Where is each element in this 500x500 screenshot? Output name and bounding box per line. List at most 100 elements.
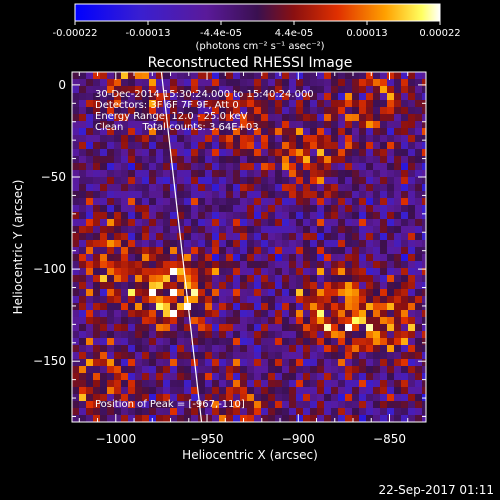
heatmap-cell — [100, 380, 107, 387]
heatmap-cell — [198, 72, 205, 79]
heatmap-cell — [212, 380, 219, 387]
heatmap-cell — [387, 380, 394, 387]
heatmap-cell — [338, 72, 345, 79]
heatmap-cell — [107, 142, 114, 149]
heatmap-cell — [387, 366, 394, 373]
heatmap-cell — [114, 163, 121, 170]
heatmap-cell — [226, 282, 233, 289]
heatmap-cell — [366, 79, 373, 86]
heatmap-cell — [212, 149, 219, 156]
heatmap-cell — [247, 240, 254, 247]
heatmap-cell — [184, 226, 191, 233]
heatmap-cell — [198, 303, 205, 310]
heatmap-cell — [422, 282, 426, 289]
heatmap-cell — [324, 352, 331, 359]
heatmap-cell — [289, 247, 296, 254]
heatmap-cell — [163, 352, 170, 359]
heatmap-cell — [373, 345, 380, 352]
heatmap-cell — [149, 296, 156, 303]
heatmap-cell — [100, 254, 107, 261]
heatmap-cell — [275, 331, 282, 338]
heatmap-cell — [310, 366, 317, 373]
heatmap-cell — [352, 233, 359, 240]
heatmap-cell — [72, 282, 79, 289]
heatmap-cell — [296, 387, 303, 394]
heatmap-cell — [324, 114, 331, 121]
heatmap-cell — [401, 380, 408, 387]
heatmap-cell — [205, 303, 212, 310]
heatmap-cell — [114, 282, 121, 289]
heatmap-cell — [163, 338, 170, 345]
heatmap-cell — [247, 184, 254, 191]
heatmap-cell — [240, 163, 247, 170]
heatmap-cell — [324, 415, 331, 422]
heatmap-cell — [114, 100, 121, 107]
heatmap-cell — [233, 240, 240, 247]
heatmap-cell — [142, 268, 149, 275]
heatmap-cell — [247, 296, 254, 303]
heatmap-cell — [121, 233, 128, 240]
heatmap-cell — [317, 163, 324, 170]
heatmap-cell — [268, 79, 275, 86]
heatmap-cell — [324, 135, 331, 142]
heatmap-cell — [163, 261, 170, 268]
heatmap-cell — [338, 205, 345, 212]
heatmap-cell — [366, 121, 373, 128]
heatmap-cell — [282, 275, 289, 282]
heatmap-cell — [380, 233, 387, 240]
heatmap-cell — [387, 324, 394, 331]
heatmap-cell — [289, 100, 296, 107]
heatmap-cell — [212, 254, 219, 261]
heatmap-cell — [240, 170, 247, 177]
heatmap-cell — [100, 359, 107, 366]
heatmap-cell — [317, 177, 324, 184]
heatmap-cell — [170, 86, 177, 93]
heatmap-cell — [86, 156, 93, 163]
heatmap-cell — [107, 72, 114, 79]
heatmap-cell — [401, 324, 408, 331]
heatmap-cell — [142, 205, 149, 212]
heatmap-cell — [275, 233, 282, 240]
heatmap-cell — [177, 303, 184, 310]
heatmap-cell — [212, 408, 219, 415]
heatmap-cell — [177, 282, 184, 289]
heatmap-cell — [275, 345, 282, 352]
heatmap-cell — [422, 338, 426, 345]
heatmap-cell — [79, 282, 86, 289]
heatmap-cell — [254, 275, 261, 282]
heatmap-cell — [268, 289, 275, 296]
heatmap-cell — [415, 212, 422, 219]
heatmap-cell — [373, 86, 380, 93]
heatmap-cell — [310, 254, 317, 261]
heatmap-cell — [135, 114, 142, 121]
heatmap-cell — [373, 359, 380, 366]
heatmap-cell — [121, 345, 128, 352]
heatmap-cell — [240, 366, 247, 373]
heatmap-cell — [93, 163, 100, 170]
heatmap-cell — [338, 163, 345, 170]
heatmap-cell — [121, 72, 128, 79]
heatmap-cell — [177, 352, 184, 359]
heatmap-cell — [310, 163, 317, 170]
info-line-energy: Energy Range: 12.0 - 25.0 keV — [95, 111, 248, 122]
heatmap-cell — [317, 373, 324, 380]
heatmap-cell — [149, 282, 156, 289]
heatmap-cell — [394, 310, 401, 317]
heatmap-cell — [254, 359, 261, 366]
heatmap-cell — [352, 170, 359, 177]
heatmap-cell — [219, 331, 226, 338]
heatmap-cell — [121, 296, 128, 303]
heatmap-cell — [184, 100, 191, 107]
heatmap-cell — [135, 184, 142, 191]
heatmap-cell — [107, 100, 114, 107]
heatmap-cell — [205, 289, 212, 296]
heatmap-cell — [156, 408, 163, 415]
heatmap-cell — [422, 380, 426, 387]
heatmap-cell — [352, 303, 359, 310]
heatmap-cell — [352, 345, 359, 352]
heatmap-cell — [142, 352, 149, 359]
heatmap-cell — [233, 233, 240, 240]
heatmap-cell — [324, 261, 331, 268]
heatmap-cell — [163, 191, 170, 198]
heatmap-cell — [394, 128, 401, 135]
